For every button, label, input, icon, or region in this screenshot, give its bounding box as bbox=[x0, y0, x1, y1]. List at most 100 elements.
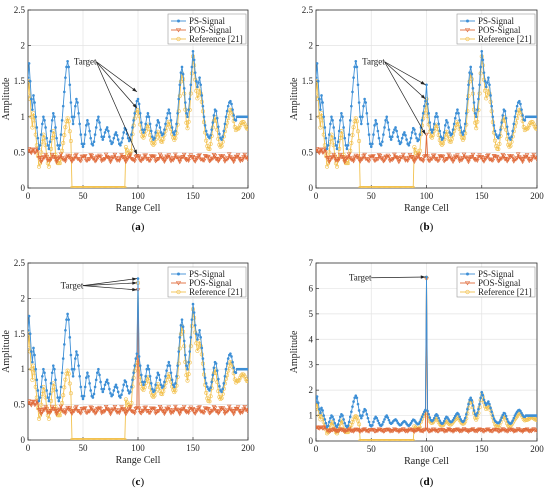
ps-series-point bbox=[72, 115, 76, 119]
ps-series-point bbox=[60, 371, 64, 375]
ps-series-point bbox=[222, 382, 226, 385]
pos-series-point bbox=[233, 406, 239, 411]
pos-series-point bbox=[210, 409, 216, 414]
chart-panel-2: 0 50 100 150 200 0 0.5 1 1.5 2 2.5 Range Cell Amplit… bbox=[289, 5, 544, 233]
y-tick-label: 0.5 bbox=[14, 147, 26, 157]
ps-series-point bbox=[33, 353, 36, 357]
pos-series-point bbox=[387, 429, 393, 434]
pos-series-point bbox=[381, 429, 386, 434]
ps-series-point bbox=[67, 318, 70, 321]
ps-series-point bbox=[170, 378, 174, 382]
reference-series-point bbox=[333, 161, 338, 166]
ps-series-point bbox=[182, 87, 186, 90]
ps-series-point bbox=[28, 76, 30, 79]
ps-series-point bbox=[519, 102, 522, 106]
ps-series-point bbox=[174, 129, 177, 133]
reference-series-line bbox=[316, 56, 537, 188]
ps-series-point bbox=[399, 141, 403, 144]
ps-series-point bbox=[97, 115, 100, 119]
pos-series-point bbox=[136, 406, 142, 411]
pos-series-point bbox=[229, 156, 234, 161]
ps-series-point bbox=[356, 402, 360, 406]
pos-series-point bbox=[385, 427, 391, 432]
pos-series-point bbox=[61, 409, 67, 414]
pos-series-point bbox=[355, 154, 361, 159]
ps-series-point bbox=[186, 115, 189, 119]
ps-series-point bbox=[520, 411, 523, 415]
ps-series-point bbox=[46, 143, 50, 147]
pos-series-point bbox=[140, 408, 145, 413]
reference-series-point bbox=[186, 372, 191, 377]
ps-series-point bbox=[420, 415, 424, 419]
ps-series-point bbox=[503, 412, 507, 415]
legend-label: POS-Signal bbox=[189, 25, 232, 35]
reference-series-point bbox=[525, 126, 530, 131]
reference-series-point bbox=[407, 186, 412, 188]
pos-series-point bbox=[509, 427, 514, 432]
ps-series-point bbox=[121, 136, 124, 140]
ps-series-point bbox=[432, 122, 436, 126]
ps-series-point bbox=[74, 104, 77, 108]
y-tick-label: 2 bbox=[21, 41, 26, 51]
ps-series-point bbox=[191, 49, 195, 53]
ps-series-point bbox=[198, 76, 201, 79]
legend-label: PS-Signal bbox=[478, 16, 515, 26]
ps-series-point bbox=[442, 419, 446, 423]
pos-series-point bbox=[392, 152, 397, 157]
pos-series-point bbox=[94, 154, 100, 159]
ps-series-point bbox=[42, 367, 45, 371]
ps-series-point bbox=[463, 122, 467, 126]
ps-series-point bbox=[45, 389, 48, 392]
ps-series-point bbox=[246, 115, 248, 119]
ps-series-point bbox=[131, 378, 134, 382]
y-tick-label: 0 bbox=[21, 435, 26, 445]
ps-series-point bbox=[143, 380, 146, 384]
pos-series-point bbox=[365, 158, 371, 163]
pos-series-point bbox=[374, 157, 380, 162]
reference-series-point bbox=[506, 142, 511, 147]
ps-series-point bbox=[144, 122, 147, 126]
pos-series-point bbox=[217, 158, 222, 163]
reference-series-point bbox=[86, 186, 91, 188]
pos-series-point bbox=[173, 404, 178, 409]
pos-series-point bbox=[31, 147, 36, 152]
reference-series-point bbox=[207, 147, 212, 152]
pos-series-point bbox=[89, 406, 95, 411]
pos-series-point bbox=[171, 156, 177, 161]
ps-series-point bbox=[119, 396, 122, 399]
ps-series-point bbox=[339, 119, 342, 122]
ps-series-point bbox=[448, 131, 452, 134]
ps-series-point bbox=[98, 373, 101, 377]
ps-series-point bbox=[322, 414, 326, 417]
ps-series-point bbox=[70, 367, 74, 371]
ps-series-point bbox=[49, 129, 53, 133]
legend-marker bbox=[465, 36, 470, 42]
pos-series-point bbox=[34, 147, 40, 152]
ps-series-point bbox=[175, 122, 178, 126]
ps-series-point bbox=[221, 135, 224, 139]
ps-series-point bbox=[336, 423, 340, 426]
ps-series-point bbox=[428, 416, 432, 419]
pos-series-point bbox=[179, 407, 185, 412]
ps-series-point bbox=[187, 108, 190, 111]
ps-series-point bbox=[400, 136, 404, 140]
x-tick-label: 200 bbox=[241, 191, 255, 201]
ps-series-point bbox=[481, 393, 485, 397]
legend-box bbox=[167, 266, 247, 298]
ps-series-point bbox=[346, 424, 350, 428]
pos-series-point bbox=[181, 405, 187, 410]
reference-series-point bbox=[70, 186, 74, 188]
ps-series-point bbox=[462, 419, 466, 422]
ps-series-point bbox=[38, 143, 42, 147]
pos-series-point bbox=[366, 159, 372, 164]
reference-series-point bbox=[93, 186, 98, 188]
pos-series-point bbox=[90, 408, 96, 413]
ps-series-point bbox=[86, 371, 89, 375]
y-tick-label: 1.5 bbox=[14, 329, 26, 339]
reference-series-point bbox=[196, 92, 201, 97]
ps-series-point bbox=[111, 141, 114, 144]
ps-series-point bbox=[511, 419, 514, 422]
ps-series-point bbox=[47, 147, 51, 151]
target-arrowhead bbox=[132, 281, 137, 285]
pos-series-point bbox=[43, 405, 48, 410]
